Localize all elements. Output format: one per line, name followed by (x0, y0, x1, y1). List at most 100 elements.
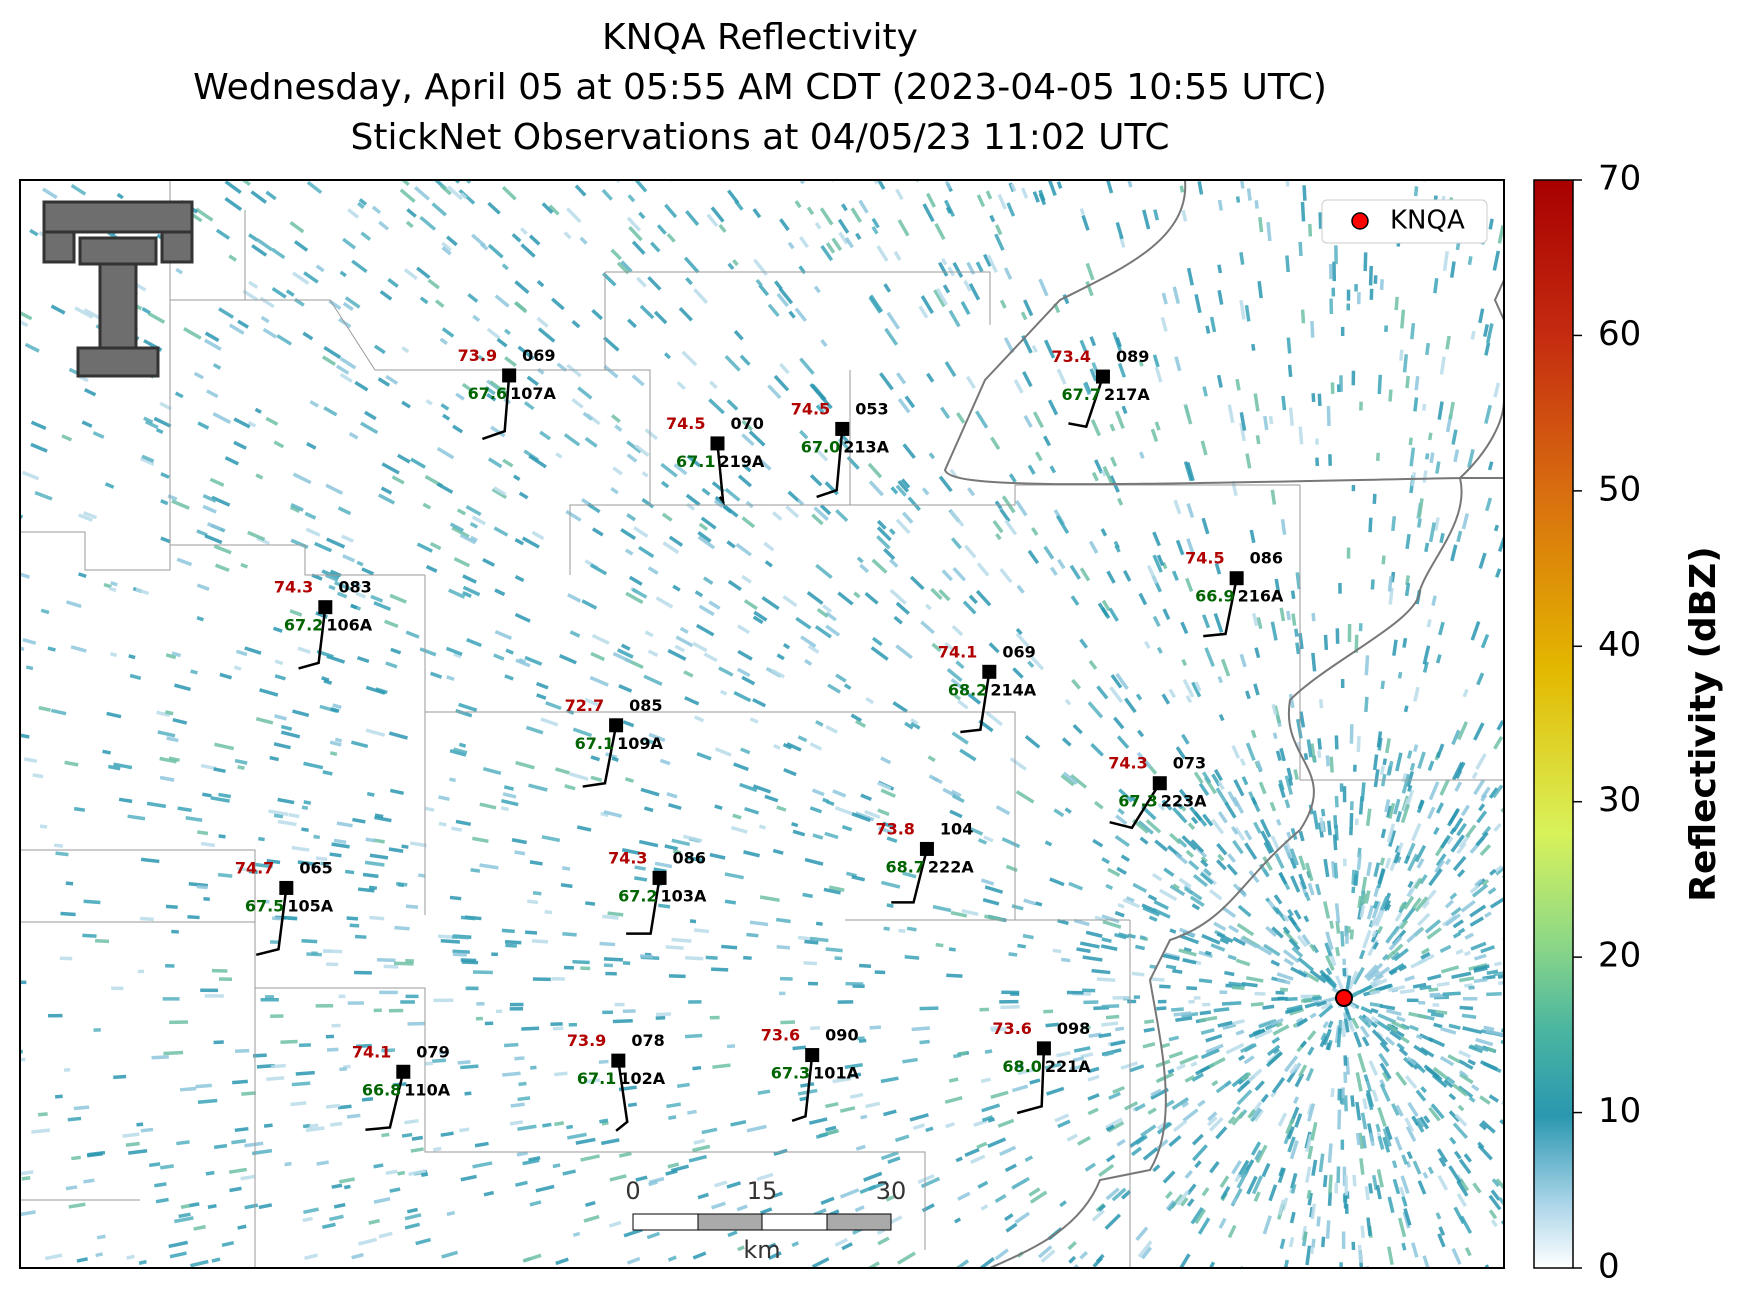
radar-streak (21, 1176, 31, 1181)
radar-streak (329, 740, 342, 747)
radar-streak (776, 292, 789, 308)
radar-streak (841, 203, 848, 212)
radar-streak (555, 1257, 569, 1266)
radar-streak (1117, 497, 1124, 506)
station-marker (710, 436, 725, 451)
radar-streak (371, 205, 382, 215)
radar-streak (880, 788, 896, 798)
radar-streak (1344, 1175, 1349, 1196)
radar-streak (1385, 925, 1400, 944)
radar-streak (859, 963, 872, 969)
radar-streak (373, 1197, 391, 1204)
radar-streak (1457, 1104, 1465, 1112)
radar-streak (567, 593, 582, 603)
temperature: 73.9 (567, 1031, 606, 1050)
radar-streak (290, 538, 309, 550)
radar-streak (1156, 1006, 1167, 1011)
radar-streak (491, 952, 499, 957)
radar-streak (912, 1123, 926, 1131)
radar-streak (1386, 765, 1392, 776)
radar-streak (1372, 493, 1377, 504)
radar-streak (694, 590, 704, 598)
station-id: 222A (928, 857, 974, 876)
radar-streak (528, 783, 548, 792)
radar-streak (610, 414, 621, 424)
radar-streak (1154, 839, 1169, 852)
radar-streak (599, 941, 616, 947)
radar-streak (233, 417, 251, 429)
pressure-code: 089 (1116, 347, 1149, 366)
radar-streak (1262, 1004, 1275, 1010)
radar-streak (379, 990, 398, 995)
radar-streak (1395, 752, 1403, 772)
radar-streak (329, 852, 342, 858)
radar-streak (1289, 1063, 1299, 1075)
radar-streak (395, 180, 410, 187)
radar-streak (1231, 1160, 1242, 1175)
radar-streak (665, 945, 684, 950)
radar-streak (794, 307, 807, 322)
radar-streak (1197, 181, 1204, 195)
radar-streak (1202, 813, 1214, 827)
radar-streak (1245, 976, 1264, 983)
radar-streak (1115, 1026, 1125, 1032)
radar-streak (1087, 1107, 1099, 1116)
radar-streak (773, 1191, 783, 1198)
radar-streak (1435, 654, 1442, 664)
radar-streak (674, 644, 686, 653)
dewpoint: 68.2 (948, 680, 987, 699)
radar-streak (859, 563, 870, 574)
radar-streak (70, 645, 87, 653)
radar-streak (1351, 1017, 1360, 1030)
wind-barb (365, 1071, 405, 1131)
radar-streak (804, 939, 819, 945)
radar-streak (737, 649, 753, 661)
radar-streak (1420, 951, 1431, 960)
radar-streak (237, 1224, 247, 1230)
temperature: 74.5 (1185, 549, 1224, 568)
radar-streak (1403, 705, 1409, 713)
radar-streak (355, 1043, 372, 1049)
radar-streak (71, 1155, 82, 1161)
radar-streak (1220, 1185, 1231, 1200)
radar-streak (815, 563, 833, 579)
radar-streak (610, 248, 622, 261)
radar-streak (496, 337, 508, 348)
radar-streak (800, 635, 817, 648)
radar-streak (858, 199, 869, 214)
radar-streak (155, 1197, 169, 1204)
radar-streak (1202, 386, 1208, 397)
radar-streak (260, 997, 279, 1002)
radar-streak (248, 233, 259, 242)
radar-streak (934, 223, 946, 241)
radar-streak (1262, 1215, 1272, 1235)
radar-streak (1214, 562, 1222, 575)
radar-streak (1306, 1030, 1317, 1041)
radar-streak (1349, 812, 1354, 829)
radar-streak (1315, 883, 1322, 896)
radar-streak (1124, 1101, 1139, 1111)
radar-streak (1079, 638, 1089, 649)
radar-streak (685, 855, 705, 863)
radar-streak (1085, 280, 1094, 297)
radar-streak (1227, 1115, 1236, 1125)
radar-streak (321, 355, 337, 367)
radar-streak (1139, 836, 1149, 845)
radar-streak (1366, 904, 1375, 920)
radar-streak (350, 603, 358, 610)
radar-streak (1389, 968, 1398, 976)
radar-streak (1181, 733, 1190, 745)
radar-streak (342, 301, 354, 311)
radar-streak (897, 219, 910, 237)
radar-streak (1467, 449, 1475, 469)
radar-streak (1382, 1128, 1392, 1147)
radar-streak (955, 660, 965, 670)
radar-streak (1307, 1192, 1313, 1206)
radar-streak (901, 511, 914, 524)
radar-streak (941, 258, 948, 266)
radar-streak (1175, 852, 1188, 865)
radar-streak (1004, 519, 1018, 536)
radar-streak (1502, 872, 1504, 886)
radar-streak (1101, 599, 1111, 612)
radar-streak (1265, 925, 1278, 938)
